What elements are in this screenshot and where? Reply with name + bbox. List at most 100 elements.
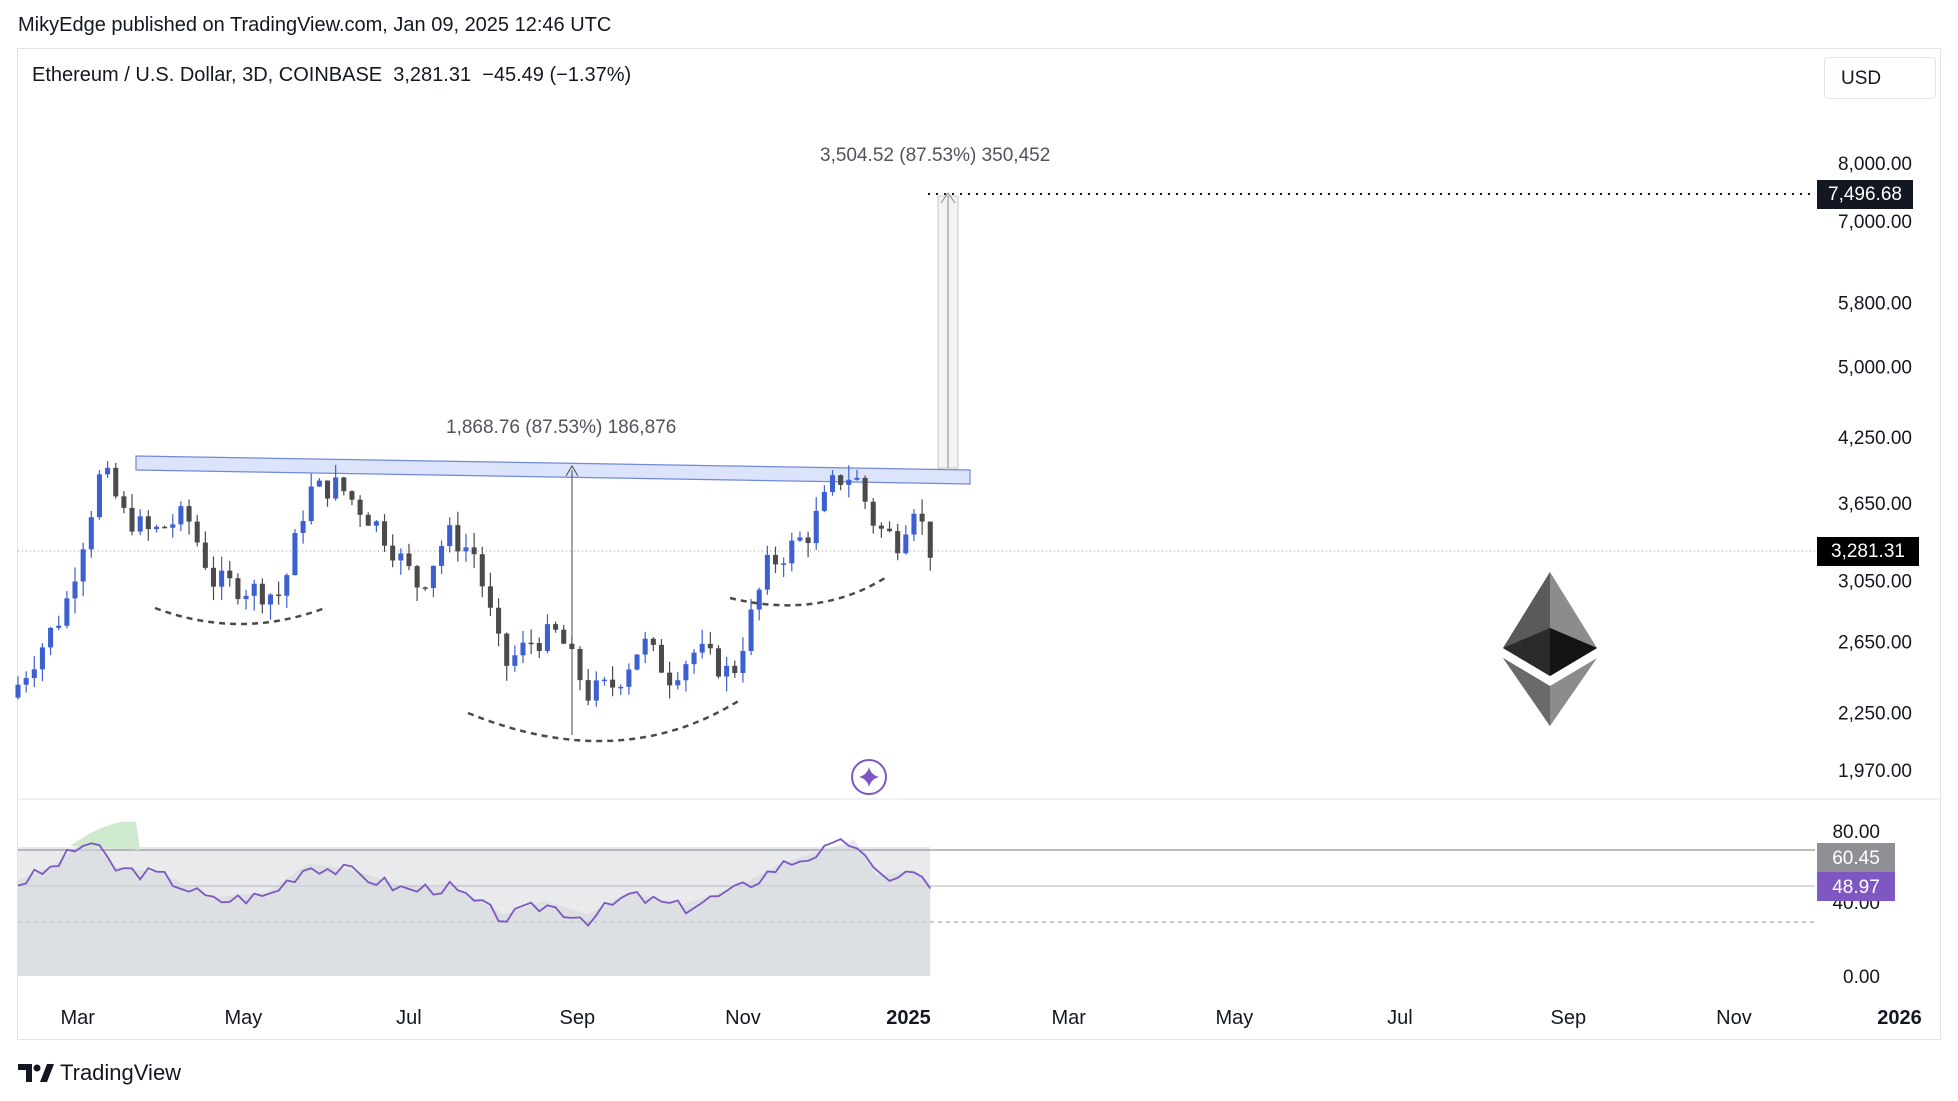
candle-body [870,501,876,526]
candle-body [846,479,852,485]
candles [15,461,933,707]
x-tick-label: Nov [1716,1007,1752,1029]
candle-body [227,570,233,579]
candle-body [113,467,119,497]
candle-body [349,491,355,500]
candle-body [895,531,901,554]
candle-body [520,642,526,656]
candle-body [626,669,632,687]
x-axis: Mar May Jul Sep Nov 2025 Mar May Jul Sep Nov 2026 [61,1007,1922,1029]
candle-body [911,513,917,535]
candle-body [284,575,290,596]
candle-body [748,609,754,652]
pattern-measure-label: 1,868.76 (87.53%) 186,876 [446,417,676,438]
brand-label: TradingView [60,1060,182,1085]
candle-body [365,514,371,526]
candle-body [927,521,933,558]
candle-body [805,537,811,544]
chart-frame [17,48,1941,1040]
candle-body [129,507,135,532]
rsi-ma-area [18,839,931,976]
candle-body [439,546,445,566]
x-tick-label: Jul [396,1007,422,1029]
candle-body [699,643,705,653]
rsi-ma-value: 60.45 [1832,848,1880,869]
candle-body [137,516,143,532]
candle-body [683,664,689,681]
candle-body [414,566,420,588]
y-tick-label: 5,000.00 [1838,358,1912,379]
candle-body [406,553,412,567]
x-tick-label: Nov [725,1007,761,1029]
candle-body [80,549,86,582]
target-price-label: 7,496.68 [1828,184,1902,205]
y-tick-label: 3,050.00 [1838,572,1912,593]
y-tick-label: 2,650.00 [1838,633,1912,654]
candle-body [422,587,428,589]
x-tick-label: Mar [61,1007,96,1029]
x-tick-label: 2025 [886,1007,931,1029]
curve-head [467,698,741,743]
candle-body [23,678,29,685]
candle-body [202,542,208,568]
candle-body [740,651,746,674]
candle-body [178,506,184,525]
candle-body [194,521,200,543]
y-tick-label: 4,250.00 [1838,428,1912,449]
candle-body [610,679,616,688]
sparkle-icon[interactable] [851,759,887,795]
y-tick-label: 3,650.00 [1838,494,1912,515]
candle-body [479,554,485,587]
candle-body [585,680,591,701]
candle-body [39,647,45,670]
x-tick-label: Sep [560,1007,596,1029]
candle-body [838,475,844,485]
candle-body [373,521,379,526]
y-tick-label: 5,800.00 [1838,293,1912,314]
candle-body [553,624,559,630]
candle-body [333,477,339,499]
last-price-tag [1817,537,1919,566]
candle-body [561,629,567,644]
target-measure-label: 3,504.52 (87.53%) 350,452 [820,145,1050,166]
rsi-value-tag [1817,872,1895,901]
candle-body [153,526,159,530]
candle-body [64,598,70,626]
candle-body [813,510,819,544]
candle-body [31,669,37,679]
last-price-label: 3,281.31 [1831,541,1905,562]
candle-body [756,589,762,610]
candle-body [724,665,730,677]
candle-body [219,570,225,587]
x-tick-label: Mar [1052,1007,1087,1029]
x-tick-label: Sep [1551,1007,1587,1029]
x-tick-label: 2026 [1877,1007,1922,1029]
candle-body [618,686,624,689]
currency-button[interactable]: USD [1824,57,1936,99]
rsi-tick-label: 0.00 [1843,967,1880,988]
candle-body [235,578,241,600]
y-tick-label: 8,000.00 [1838,154,1912,175]
target-price-tag [1817,180,1913,209]
candle-body [48,627,54,648]
candle-body [707,643,713,649]
candle-body [276,594,282,597]
candle-body [324,480,331,499]
candle-body [447,525,453,547]
ethereum-logo-icon [1503,572,1597,726]
candle-body [259,583,265,605]
candle-body [390,545,396,561]
candle-body [243,595,249,600]
candle-body [593,680,599,701]
candle-body [658,644,664,673]
candle-body [105,467,111,475]
candle-body [463,547,469,552]
tradingview-logo-icon [18,1064,54,1082]
candle-body [382,521,388,546]
pattern-measure-head [565,465,579,477]
candle-body [251,583,257,596]
target-measure-head [940,192,956,204]
curve-left-shoulder [154,606,326,626]
